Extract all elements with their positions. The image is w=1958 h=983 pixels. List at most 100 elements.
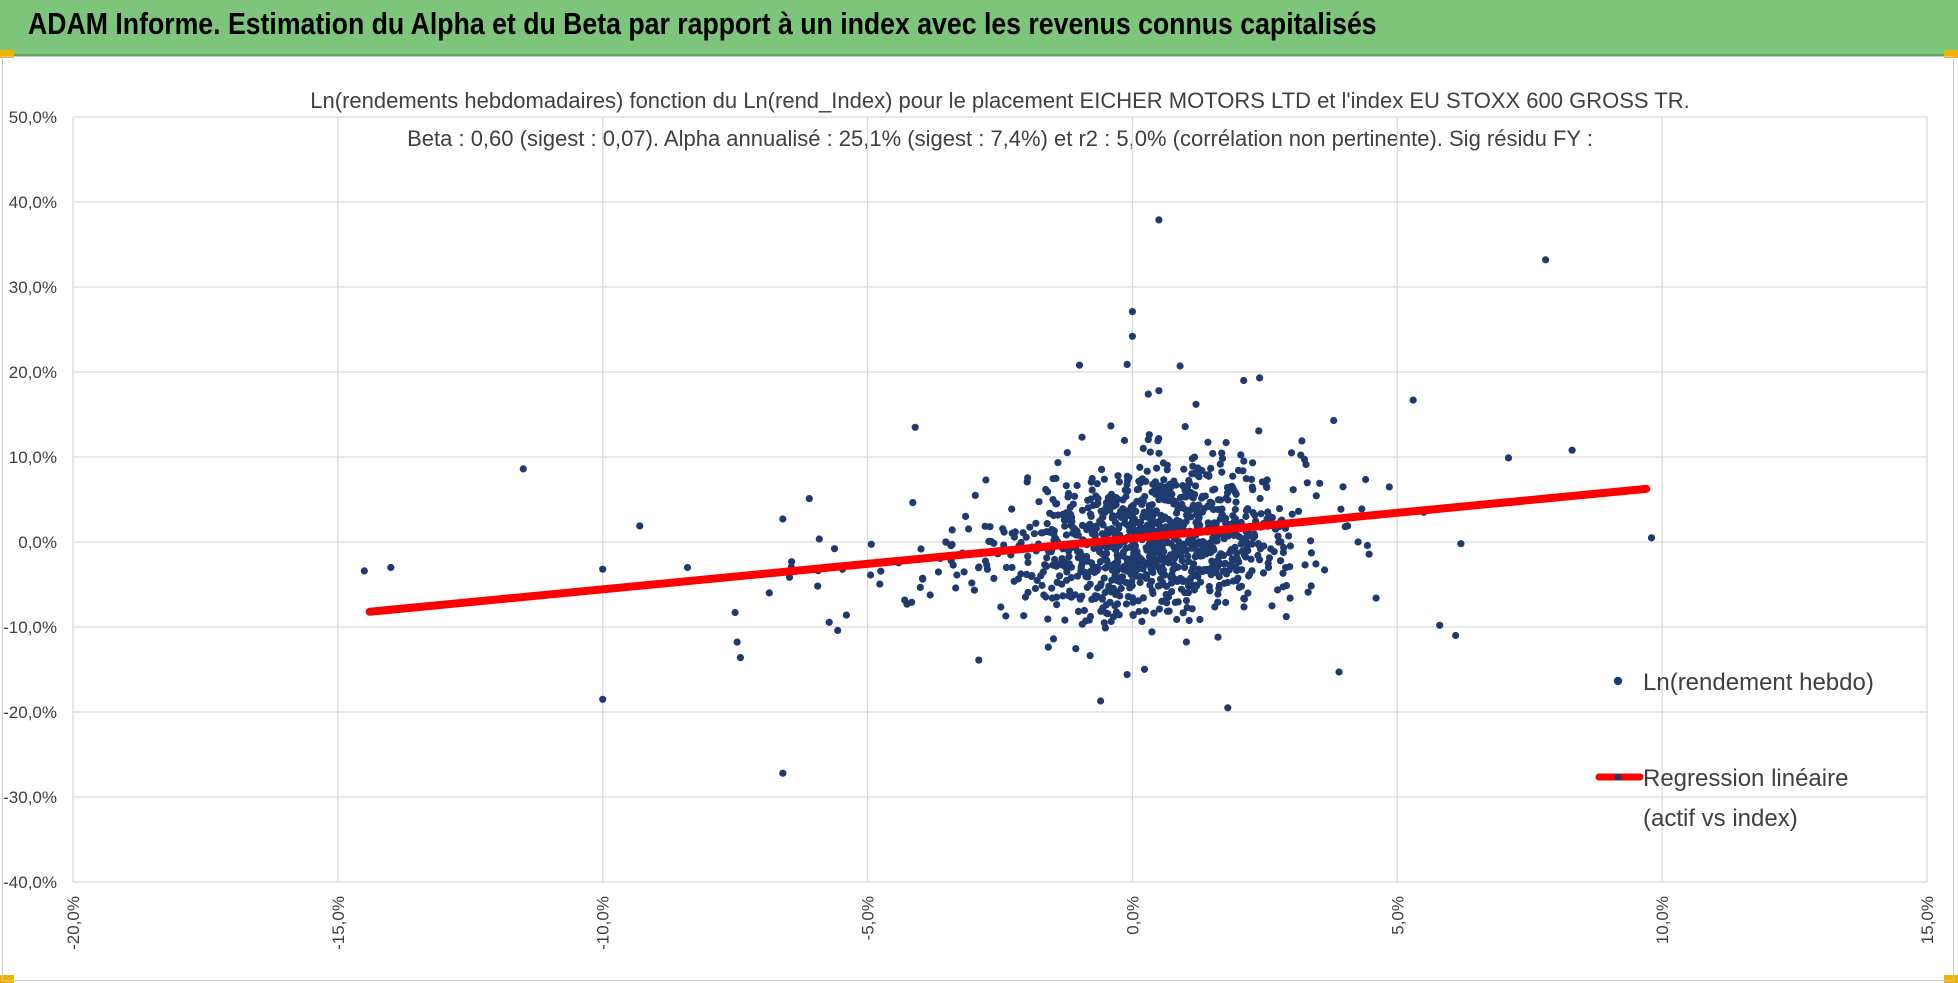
- data-point: [1059, 511, 1067, 519]
- data-point: [1198, 508, 1207, 516]
- data-point: [1078, 506, 1086, 514]
- chart-area-border: [2, 56, 1954, 981]
- data-point: [1155, 449, 1163, 457]
- title-banner: ADAM Informe. Estimation du Alpha et du …: [0, 0, 1958, 56]
- data-point: [1204, 519, 1212, 527]
- data-point: [1234, 466, 1243, 474]
- data-point: [1285, 532, 1293, 540]
- data-point: [519, 465, 527, 473]
- data-point: [1302, 460, 1310, 468]
- data-point: [1100, 475, 1108, 483]
- legend: Ln(rendement hebdo) Regression linéaire …: [1595, 669, 1874, 832]
- data-point: [1148, 628, 1156, 636]
- data-point: [1128, 518, 1137, 526]
- data-point: [1141, 607, 1149, 615]
- data-point: [952, 584, 960, 592]
- data-point: [1223, 489, 1232, 497]
- data-point: [1065, 547, 1073, 555]
- data-point: [1130, 556, 1138, 564]
- data-point: [1249, 533, 1257, 541]
- data-point: [1321, 566, 1329, 574]
- data-point: [1233, 566, 1241, 575]
- data-point: [1146, 507, 1154, 515]
- data-point: [1190, 453, 1199, 461]
- data-point: [1208, 557, 1216, 565]
- data-point: [1147, 523, 1156, 531]
- data-point: [842, 611, 851, 619]
- data-point: [1298, 437, 1306, 445]
- data-point: [1115, 522, 1123, 530]
- corner-marker-br: [1944, 975, 1958, 983]
- data-point: [1112, 608, 1120, 616]
- data-point: [1091, 531, 1099, 540]
- data-point: [908, 598, 916, 606]
- data-point: [1074, 607, 1083, 616]
- data-point: [1202, 565, 1210, 573]
- data-point: [1162, 496, 1170, 504]
- data-point: [1268, 602, 1276, 610]
- data-point: [1146, 581, 1154, 589]
- data-point: [1044, 615, 1052, 623]
- data-point: [1224, 578, 1232, 587]
- data-point: [1128, 577, 1136, 586]
- data-point: [1249, 508, 1257, 517]
- data-point: [1365, 550, 1373, 558]
- data-point: [1229, 512, 1237, 520]
- y-tick-label: 10,0%: [9, 448, 57, 467]
- data-point: [1277, 538, 1285, 546]
- data-point: [1263, 515, 1271, 523]
- data-point: [733, 638, 741, 646]
- data-point: [1132, 572, 1140, 580]
- data-point: [1144, 513, 1152, 521]
- data-point: [1052, 562, 1060, 570]
- data-point: [919, 574, 927, 582]
- data-point: [1225, 566, 1233, 574]
- data-point: [1077, 564, 1085, 572]
- data-point: [736, 654, 745, 662]
- data-point: [1062, 482, 1070, 490]
- data-point: [1019, 529, 1027, 537]
- data-point: [1049, 496, 1057, 504]
- data-point: [1143, 546, 1151, 554]
- data-point: [1256, 374, 1264, 382]
- x-axis-ticks: -20,0% -15,0% -10,0% -5,0% 0,0% 5,0% 10,0% 15,0…: [64, 896, 1937, 950]
- x-tick-label: -10,0%: [594, 896, 613, 950]
- x-tick-label: 15,0%: [1918, 896, 1937, 944]
- data-point: [1127, 503, 1135, 511]
- data-point: [1104, 494, 1112, 502]
- data-point: [1098, 465, 1106, 473]
- data-point: [1078, 620, 1086, 628]
- data-point: [1135, 561, 1143, 569]
- data-point: [1086, 652, 1094, 660]
- data-point: [1385, 483, 1393, 491]
- data-point: [1232, 518, 1240, 526]
- x-tick-label: -15,0%: [329, 896, 348, 950]
- data-point: [1139, 444, 1147, 452]
- data-point: [1027, 572, 1035, 581]
- data-point: [814, 582, 822, 590]
- data-point: [1104, 561, 1112, 569]
- data-point: [1112, 559, 1120, 567]
- data-point: [1094, 584, 1102, 592]
- y-tick-label: 20,0%: [9, 363, 57, 382]
- data-point: [1161, 513, 1169, 521]
- data-point: [1061, 616, 1069, 624]
- data-point: [1230, 486, 1238, 494]
- data-point: [1158, 563, 1166, 571]
- data-point: [1316, 479, 1324, 487]
- data-point: [1063, 568, 1071, 576]
- data-point: [1282, 564, 1290, 572]
- data-point: [1106, 598, 1114, 606]
- data-point: [1148, 567, 1156, 575]
- data-point: [1162, 523, 1170, 531]
- data-point: [1189, 501, 1197, 509]
- data-point: [1010, 577, 1018, 585]
- data-point: [1145, 541, 1153, 549]
- data-point: [1307, 549, 1315, 557]
- data-point: [1153, 464, 1161, 472]
- data-point: [1117, 584, 1125, 593]
- data-point: [1198, 492, 1207, 500]
- data-point: [1083, 583, 1091, 592]
- data-point: [1104, 610, 1112, 618]
- data-point: [1046, 528, 1054, 536]
